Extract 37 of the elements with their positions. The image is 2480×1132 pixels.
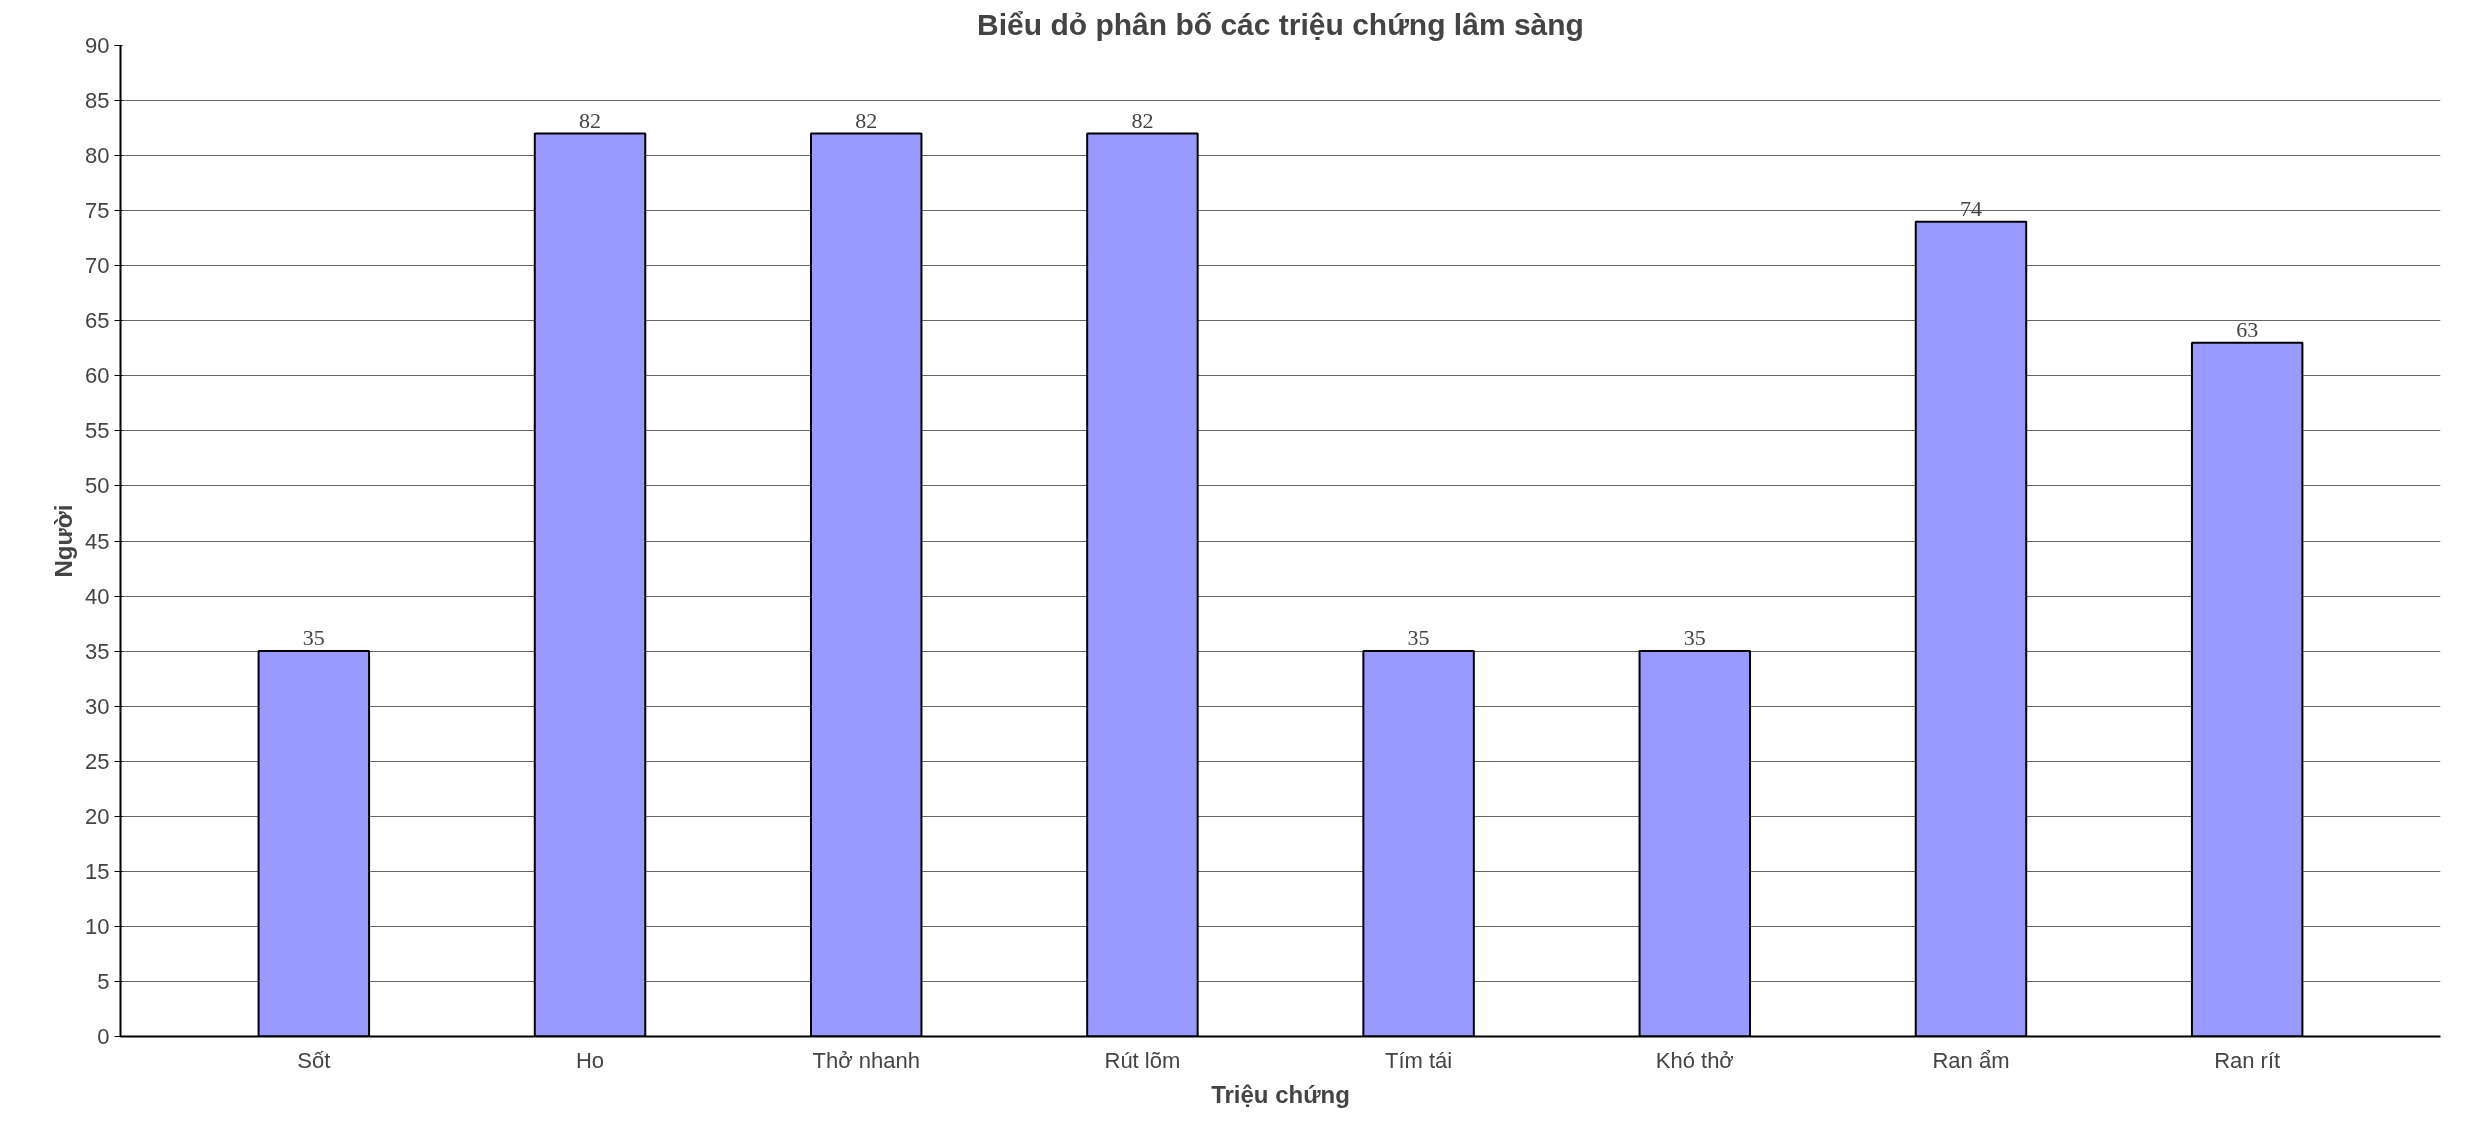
y-tick-label: 30 (85, 693, 110, 719)
x-tick-label: Sốt (297, 1047, 331, 1073)
y-tick-label: 85 (85, 88, 110, 114)
x-axis-title: Triệu chứng (1211, 1080, 1350, 1108)
y-axis-title: Người (50, 504, 78, 578)
y-tick-label: 60 (85, 363, 110, 389)
data-label: 35 (1407, 625, 1430, 651)
x-tick-label: Ho (575, 1047, 605, 1073)
x-tick-label: Tím tái (1384, 1047, 1453, 1073)
x-tick-label: Thở nhanh (812, 1047, 920, 1073)
y-tick-label: 15 (85, 858, 110, 884)
y-tick-label: 80 (85, 143, 110, 169)
x-tick-label: Rút lõm (1104, 1047, 1181, 1073)
y-tick-label: 45 (85, 528, 110, 554)
x-tick-label: Ran rít (2214, 1047, 2281, 1073)
y-tick-label: 5 (97, 968, 110, 994)
x-tick-label: Khó thở (1655, 1047, 1734, 1073)
chart-title: Biểu dỏ phân bố các triệu chứng lâm sàng (977, 7, 1584, 41)
data-label: 82 (1131, 107, 1154, 133)
x-tick-label: Ran ẩm (1932, 1047, 2010, 1073)
y-tick-label: 20 (85, 803, 110, 829)
y-tick-label: 90 (85, 33, 110, 58)
data-label: 82 (855, 107, 878, 133)
data-label: 82 (579, 107, 602, 133)
y-tick-label: 35 (85, 638, 110, 664)
y-tick-label: 75 (85, 198, 110, 224)
y-tick-label: 65 (85, 308, 110, 334)
data-label: 63 (2236, 316, 2259, 342)
y-tick-label: 10 (85, 913, 110, 939)
data-label: 35 (302, 625, 325, 651)
y-tick-label: 55 (85, 418, 110, 444)
y-tick-label: 25 (85, 748, 110, 774)
y-tick-label: 0 (97, 1024, 110, 1049)
y-tick-label: 50 (85, 473, 110, 499)
data-label: 35 (1683, 625, 1706, 651)
y-tick-label: 40 (85, 583, 110, 609)
y-tick-label: 70 (85, 253, 110, 279)
